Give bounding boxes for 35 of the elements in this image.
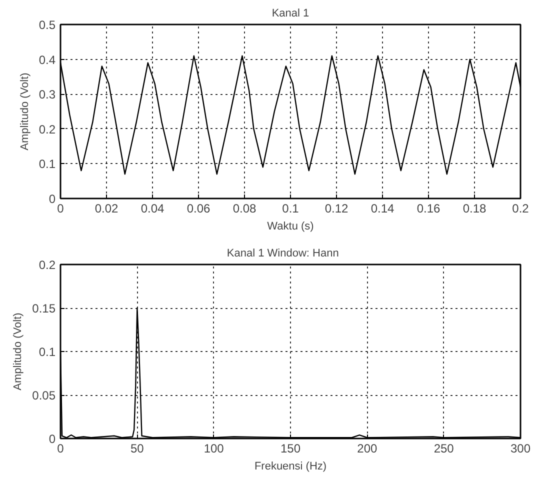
y-tick-label: 0.05	[32, 388, 56, 402]
x-axis-title: Waktu (s)	[267, 220, 314, 232]
x-tick-label: 0.08	[232, 202, 257, 216]
x-tick-label: 0.06	[186, 202, 211, 216]
x-axis-title: Frekuensi (Hz)	[254, 460, 327, 472]
y-tick-label: 0.1	[38, 157, 56, 172]
x-tick-label: 0.16	[416, 202, 441, 216]
y-tick-label: 0.1	[38, 345, 56, 359]
x-tick-label: 0.1	[282, 202, 300, 216]
x-tick-label: 0.14	[370, 202, 395, 216]
y-tick-label: 0.2	[38, 258, 56, 272]
x-tick-label: 0.12	[324, 202, 349, 216]
y-tick-label: 0.15	[32, 302, 56, 316]
x-tick-label: 0.18	[462, 202, 487, 216]
x-tick-label: 300	[510, 442, 531, 456]
x-tick-label: 50	[130, 442, 144, 456]
chart-title: Kanal 1	[272, 8, 310, 20]
y-tick-label: 0.4	[38, 52, 56, 67]
x-tick-label: 0.04	[140, 202, 165, 216]
y-tick-label: 0.3	[38, 88, 56, 102]
y-tick-label: 0.2	[38, 122, 56, 136]
x-tick-label: 0	[57, 202, 64, 216]
x-tick-label: 0.02	[94, 202, 119, 216]
y-tick-label: 0	[48, 192, 56, 206]
y-axis-title: Amplitudo (Volt)	[12, 312, 24, 390]
x-tick-label: 100	[204, 442, 224, 456]
y-tick-label: 0.5	[38, 18, 56, 32]
x-tick-label: 150	[280, 442, 301, 456]
chart-title: Kanal 1 Window: Hann	[226, 248, 339, 260]
x-tick-label: 200	[357, 442, 378, 456]
y-axis-title: Amplitudo (Volt)	[18, 72, 31, 150]
x-tick-label: 0	[57, 442, 64, 456]
y-tick-label: 0	[48, 432, 56, 446]
x-tick-label: 250	[434, 442, 454, 456]
x-tick-label: 0.2	[512, 202, 530, 216]
